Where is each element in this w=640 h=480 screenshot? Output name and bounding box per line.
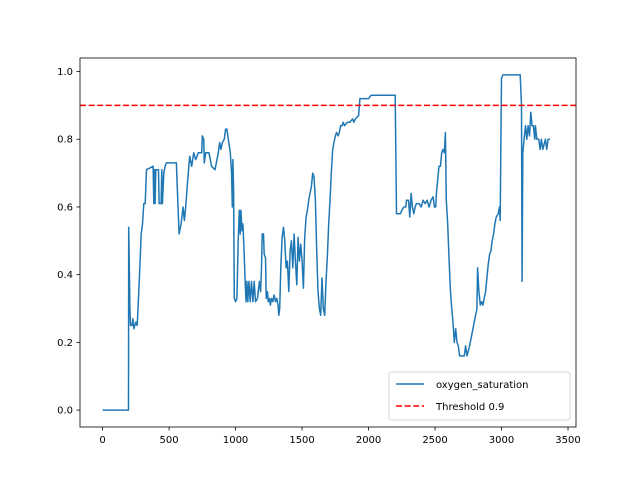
legend-label-oxygen-saturation: oxygen_saturation xyxy=(436,380,528,391)
x-axis-ticks: 0 500 1000 1500 2000 2500 3000 3500 xyxy=(99,427,581,446)
y-tick-label: 0.0 xyxy=(57,406,73,417)
x-tick-label: 500 xyxy=(160,435,179,446)
series-layer xyxy=(80,74,576,411)
series-line-oxygen-saturation xyxy=(102,74,551,411)
y-tick-label: 0.8 xyxy=(57,135,73,146)
x-tick-label: 1500 xyxy=(289,435,314,446)
x-tick-label: 2500 xyxy=(422,435,447,446)
legend-box xyxy=(388,371,571,421)
y-tick-label: 1.0 xyxy=(57,67,73,78)
y-tick-label: 0.6 xyxy=(57,202,73,213)
x-tick-label: 3000 xyxy=(489,435,514,446)
y-tick-label: 0.4 xyxy=(57,270,73,281)
y-tick-label: 0.2 xyxy=(57,338,73,349)
x-tick-label: 3500 xyxy=(555,435,580,446)
legend-label-threshold: Threshold 0.9 xyxy=(435,402,504,413)
x-tick-label: 1000 xyxy=(223,435,248,446)
x-tick-label: 2000 xyxy=(356,435,381,446)
x-tick-label: 0 xyxy=(99,435,105,446)
y-axis-ticks: 0.0 0.2 0.4 0.6 0.8 1.0 xyxy=(57,67,80,417)
legend: oxygen_saturation Threshold 0.9 xyxy=(388,371,571,421)
plot-frame xyxy=(79,57,577,428)
